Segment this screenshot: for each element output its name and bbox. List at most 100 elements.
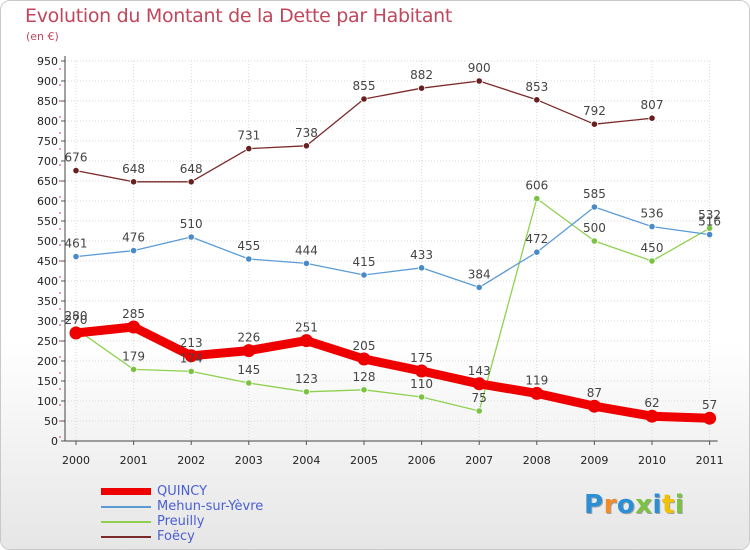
series-0-point-2011 [703, 411, 717, 425]
y-tick-label-800: 800 [37, 115, 58, 128]
x-tick-label-2002: 2002 [177, 454, 205, 467]
legend-swatch-foecy [101, 536, 151, 538]
series-2-point-2009 [590, 237, 599, 245]
series-0-point-2009 [587, 399, 601, 413]
series-3-label-2002: 648 [180, 162, 203, 176]
series-2-label-2004: 123 [295, 372, 318, 386]
series-2-point-2007 [475, 407, 483, 415]
series-1-point-2005 [360, 271, 368, 279]
y-tick-label-400: 400 [37, 275, 58, 288]
logo-letter: P [584, 490, 604, 520]
series-0-point-2003 [242, 344, 256, 358]
legend-label-quincy: QUINCY [157, 484, 208, 499]
y-tick-label-350: 350 [37, 295, 58, 308]
series-2-label-2000: 280 [65, 309, 88, 323]
chart-subtitle: (en €) [26, 30, 59, 43]
legend-swatch-mehun [101, 506, 151, 508]
series-3-point-2004 [302, 142, 310, 150]
series-3-label-2000: 676 [65, 151, 88, 165]
series-1-label-2010: 536 [641, 207, 664, 221]
y-tick-label-200: 200 [37, 355, 58, 368]
series-3-label-2004: 738 [295, 126, 318, 140]
series-2-label-2002: 174 [180, 351, 203, 365]
series-0-label-2010: 62 [644, 396, 659, 410]
series-2-line [75, 197, 711, 412]
y-tick-label-50: 50 [44, 415, 58, 428]
x-tick-label-2010: 2010 [638, 454, 666, 467]
series-2-label-2009: 500 [583, 221, 606, 235]
series-1-label-2007: 384 [468, 267, 491, 281]
y-tick-label-750: 750 [37, 135, 58, 148]
series-3-label-2008: 853 [525, 80, 548, 94]
legend-label-foecy: Foëcy [157, 529, 195, 544]
series-2-label-2008: 606 [525, 179, 548, 193]
series-1-label-2009: 585 [583, 187, 606, 201]
series-0-label-2001: 285 [122, 307, 145, 321]
y-tick-label-300: 300 [37, 315, 58, 328]
series-0-label-2009: 87 [587, 386, 602, 400]
series-1-point-2000 [72, 253, 80, 261]
series-2-point-2001 [130, 365, 138, 373]
x-tick-label-2001: 2001 [120, 454, 148, 467]
series-3-point-2006 [417, 84, 426, 92]
series-3-point-2008 [533, 96, 541, 104]
series-1-point-2002 [187, 233, 195, 241]
series-1-point-2008 [533, 248, 541, 256]
series-0-point-2000 [69, 326, 83, 340]
y-tick-label-700: 700 [37, 155, 58, 168]
series-1-point-2001 [130, 247, 138, 255]
series-1-point-2006 [417, 264, 426, 272]
y-tick-label-550: 550 [37, 215, 58, 228]
x-tick-label-2003: 2003 [235, 454, 263, 467]
series-0-point-2002 [184, 349, 198, 363]
logo-letter: r [603, 490, 617, 520]
logo-letter: o [616, 490, 636, 520]
series-3-point-2007 [475, 77, 483, 85]
y-tick-label-500: 500 [37, 235, 58, 248]
series-2-label-2001: 179 [122, 349, 145, 363]
y-tick-label-250: 250 [37, 335, 58, 348]
series-0-point-2004 [299, 334, 313, 348]
y-tick-label-850: 850 [37, 95, 58, 108]
series-2-point-2003 [245, 379, 253, 387]
series-2-label-2010: 450 [641, 241, 664, 255]
series-1-point-2003 [245, 255, 253, 263]
series-0-label-2008: 119 [525, 373, 548, 387]
series-1-label-2001: 476 [122, 231, 145, 245]
series-2-point-2002 [187, 367, 195, 375]
series-0-label-2003: 226 [237, 331, 260, 345]
series-2-label-2007: 75 [472, 391, 487, 405]
series-0-point-2010 [645, 409, 659, 423]
series-1-label-2003: 455 [237, 239, 260, 253]
x-tick-label-2000: 2000 [62, 454, 90, 467]
series-0-label-2007: 143 [468, 364, 491, 378]
x-tick-label-2004: 2004 [292, 454, 320, 467]
series-1-point-2009 [590, 203, 599, 211]
series-0-point-2001 [127, 320, 141, 334]
series-0-label-2004: 251 [295, 321, 318, 335]
chart-title: Evolution du Montant de la Dette par Hab… [25, 5, 453, 27]
x-tick-label-2005: 2005 [350, 454, 378, 467]
series-3-point-2000 [72, 167, 80, 175]
logo-letter: t [661, 490, 675, 520]
series-3-point-2003 [245, 145, 253, 153]
series-0-point-2006 [415, 364, 429, 378]
series-3-label-2007: 900 [468, 61, 491, 75]
series-0-point-2007 [472, 377, 486, 391]
series-2-point-2010 [648, 257, 656, 265]
series-1-label-2006: 433 [410, 248, 433, 262]
series-1-point-2011 [705, 231, 714, 239]
series-1-label-2005: 415 [353, 255, 376, 269]
series-2-point-2004 [302, 388, 310, 396]
series-1-label-2002: 510 [180, 217, 203, 231]
series-3-label-2005: 855 [353, 79, 376, 93]
series-0-point-2005 [357, 352, 371, 366]
logo-letter: i [674, 490, 685, 520]
series-3-label-2001: 648 [122, 162, 145, 176]
legend-swatch-quincy [101, 488, 151, 495]
logo-letter: i [652, 490, 662, 520]
x-tick-label-2007: 2007 [465, 454, 493, 467]
series-2-label-2003: 145 [237, 363, 260, 377]
